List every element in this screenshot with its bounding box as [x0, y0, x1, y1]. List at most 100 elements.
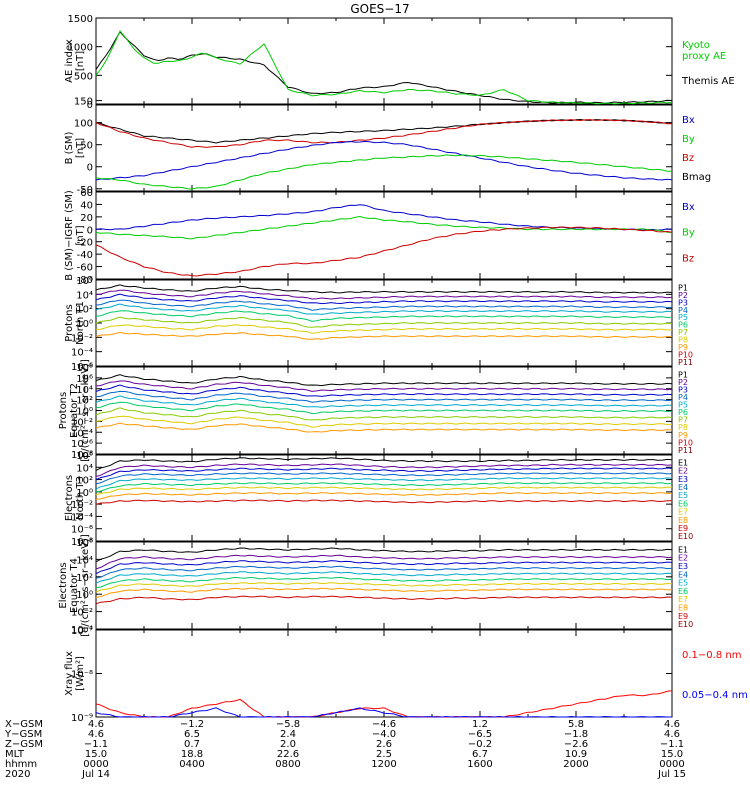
y-tick-label: -40 — [77, 250, 93, 261]
y-tick-label: 150 — [74, 97, 93, 108]
ephemeris-row-label: 2020 — [5, 769, 30, 780]
series-line-p9 — [95, 331, 673, 340]
legend-label: E8 — [678, 604, 688, 613]
series-line-e7 — [95, 582, 673, 593]
series-line-0-1-0-8-nm — [95, 690, 673, 718]
legend: Bx By Bz — [682, 202, 695, 264]
ephemeris-value: 0000 — [659, 759, 684, 770]
series-line-e3 — [95, 467, 673, 481]
y-tick-label: 10⁻² — [71, 417, 93, 428]
ephemeris-value: 6.5 — [184, 729, 200, 740]
ephemeris-value: 15.0 — [85, 749, 107, 760]
legend-label: E3 — [678, 475, 688, 484]
series-line-e7 — [95, 486, 673, 496]
ephemeris-value: −6.5 — [468, 729, 492, 740]
ephemeris-value: 5.8 — [568, 719, 584, 730]
series-line-e1 — [95, 547, 673, 563]
panel-pt2: 10⁸10⁶10⁴10²10⁰10⁻²10⁻⁴10⁻⁶10⁻⁸ProtonsEq… — [58, 359, 693, 462]
y-tick-label: 100 — [74, 119, 93, 130]
series-line-e2 — [95, 463, 673, 477]
y-axis-label: AE index[nT] — [64, 39, 86, 83]
y-tick-label: 10² — [76, 396, 93, 407]
y-tick-label: 10⁻⁴ — [71, 625, 93, 636]
ephemeris-value: −0.2 — [468, 739, 492, 750]
ephemeris-value: 0000 — [83, 759, 108, 770]
legend-label: By — [682, 228, 695, 239]
legend-label: E6 — [678, 499, 688, 508]
legend-label: E1 — [678, 458, 688, 467]
legend-label: E9 — [678, 612, 688, 621]
y-axis-label: ElectronsEquator T4[e/(cm²−s−sr−keV)] — [58, 534, 91, 637]
legend-label: Bz — [682, 253, 694, 264]
legend-label: E3 — [678, 562, 688, 571]
y-tick-label: -80 — [77, 275, 93, 286]
legend-label: E4 — [678, 483, 688, 492]
panel-frame — [95, 541, 673, 630]
y-tick-label: 10⁴ — [76, 463, 93, 474]
series-line-e9 — [95, 499, 673, 505]
y-tick-label: 10⁻⁸ — [71, 537, 93, 548]
ephemeris-value: 10.9 — [565, 749, 587, 760]
ephemeris-value: 18.8 — [181, 749, 203, 760]
series-line-p5 — [95, 395, 673, 408]
ephemeris-value: 15.0 — [661, 749, 683, 760]
legend-label: P4 — [678, 306, 688, 315]
legend-label: Bx — [682, 115, 695, 126]
legend-label: P8 — [678, 423, 688, 432]
series-line-e5 — [95, 571, 673, 584]
y-tick-label: 50 — [80, 141, 93, 152]
series-line-bx — [95, 204, 673, 231]
legend: Bx By Bz Bmag — [682, 115, 711, 183]
y-tick-label: 10⁻⁷ — [71, 626, 93, 637]
legend-label: 0.1−0.8 nm — [682, 650, 741, 661]
legend-label: E8 — [678, 516, 688, 525]
panel-frame — [95, 17, 673, 105]
y-tick-label: 10⁰ — [76, 488, 93, 499]
series-line-bz — [95, 119, 673, 148]
y-tick-label: 10⁰ — [76, 590, 93, 601]
y-tick-label: 20 — [80, 213, 93, 224]
series-line-p2 — [95, 289, 673, 300]
series-line-e8 — [95, 587, 673, 598]
series-line-p7 — [95, 407, 673, 421]
legend-label: E2 — [678, 467, 688, 476]
ephemeris-value: 1200 — [371, 759, 396, 770]
y-tick-label: 10² — [76, 573, 93, 584]
legend-label: P1 — [678, 283, 688, 292]
y-tick-label: 0 — [87, 163, 93, 174]
series-line-bz — [95, 226, 673, 277]
y-tick-label: 10⁶ — [76, 538, 93, 549]
y-tick-label: -50 — [77, 185, 93, 196]
y-tick-label: 10⁻² — [71, 500, 93, 511]
ephemeris-value: 0800 — [275, 759, 300, 770]
legend-label: P5 — [678, 313, 688, 322]
ephemeris-value: −2.6 — [564, 739, 588, 750]
legend-label: P11 — [678, 446, 693, 455]
legend-label: P7 — [678, 328, 688, 337]
legend-label: E2 — [678, 554, 688, 563]
y-tick-label: 10⁰ — [76, 319, 93, 330]
panel-bsm: -50 0 50 100 150 B (SM)[nT] Bx By Bz Bmag — [64, 97, 711, 196]
ephemeris-value: 2000 — [563, 759, 588, 770]
series-line-e4 — [95, 565, 673, 579]
ephemeris-value: 4.6 — [88, 729, 104, 740]
series-line-p1 — [95, 374, 673, 387]
legend-label: P7 — [678, 416, 688, 425]
series-line-by — [95, 154, 673, 190]
legend-label: E4 — [678, 570, 688, 579]
series-line-p4 — [95, 299, 673, 311]
y-tick-label: 10⁴ — [76, 290, 93, 301]
series-line-p6 — [95, 310, 673, 322]
legend-label: E1 — [678, 545, 688, 554]
ephemeris-value: 2.4 — [280, 729, 296, 740]
legend-label: P3 — [678, 385, 688, 394]
series-line-e5 — [95, 477, 673, 490]
y-tick-label: 10⁻⁹ — [71, 713, 93, 724]
y-tick-label: 10⁰ — [76, 407, 93, 418]
series-line-p7 — [95, 316, 673, 328]
